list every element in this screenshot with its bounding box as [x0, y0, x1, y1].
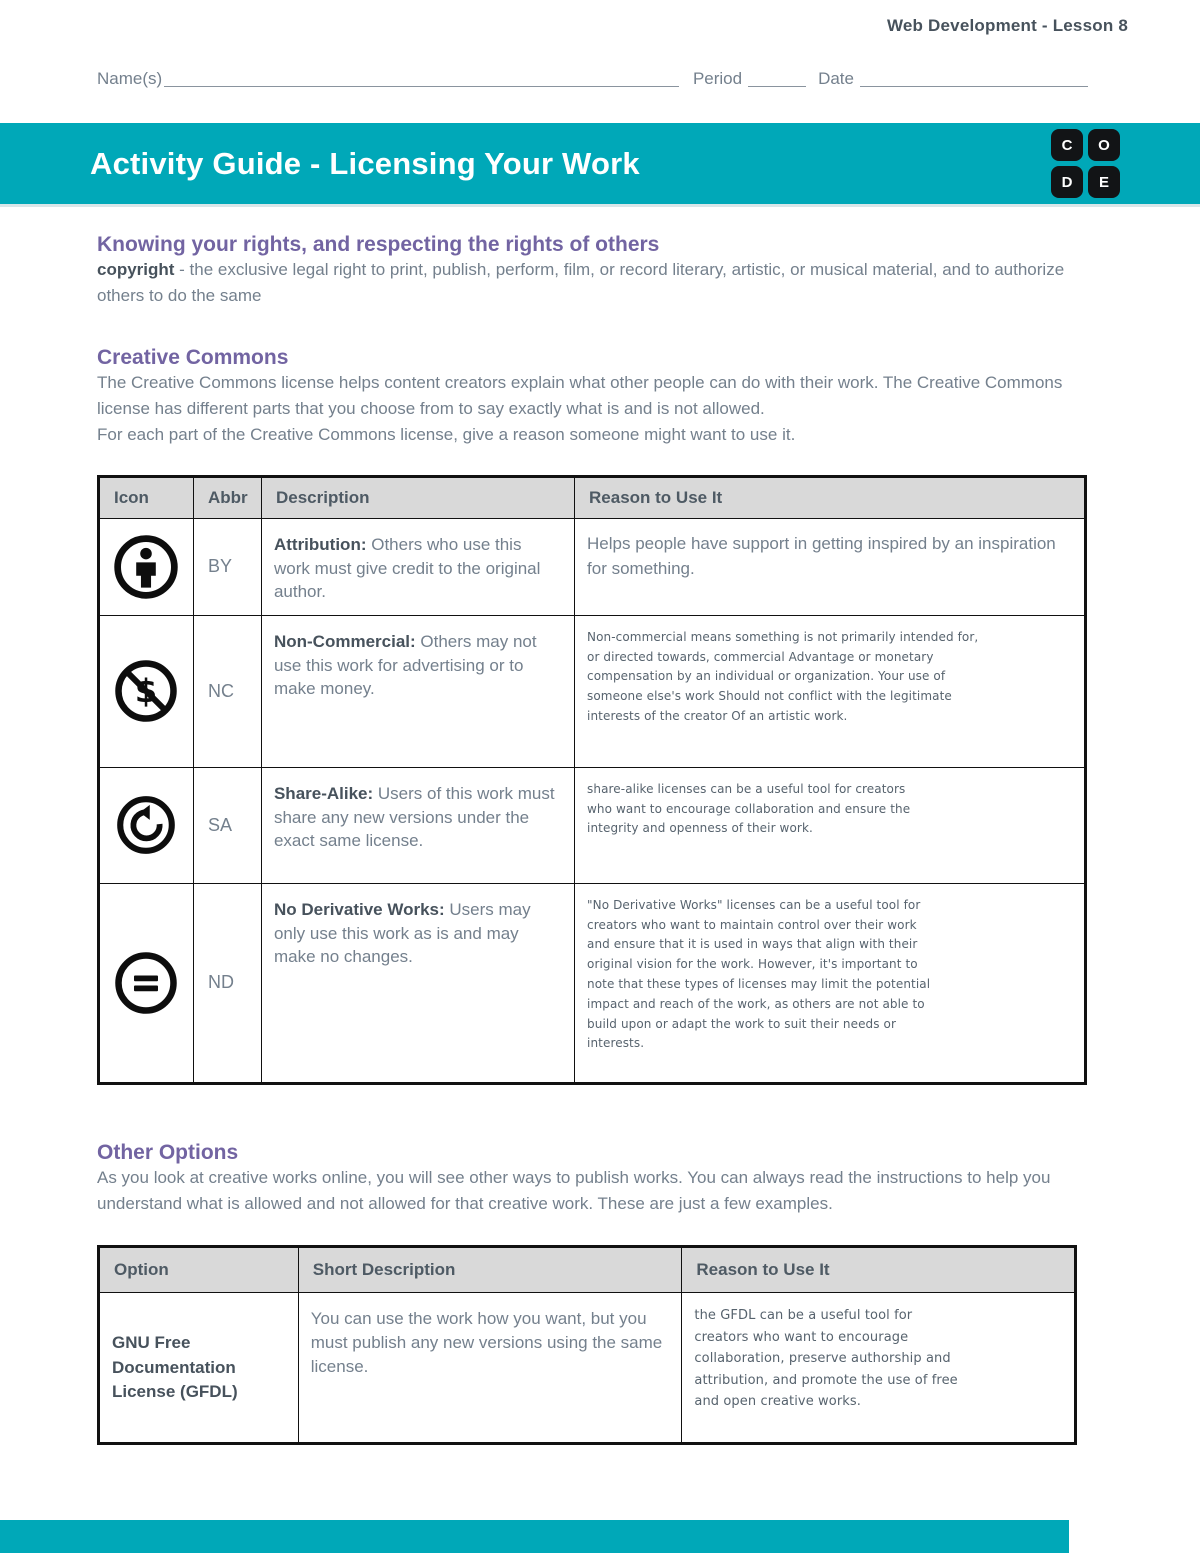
creative-commons-body: The Creative Commons license helps conte… [97, 372, 1063, 419]
logo-letter-e: E [1088, 166, 1120, 198]
description-text: Users of this work must share any new ve… [273, 783, 555, 851]
other-header-short-description: Short Description [297, 1246, 683, 1294]
title-banner: Activity Guide - Licensing Your Work C O… [0, 123, 1200, 207]
cc-noncommercial-icon-cell: $ [98, 614, 194, 768]
cc-sharealike-icon [117, 796, 176, 855]
period-label: Period [692, 69, 743, 88]
bottom-teal-bar [0, 1520, 1069, 1553]
logo-letter-c: C [1051, 129, 1083, 161]
gfdl-reason: the GFDL can be a useful tool for creato… [681, 1292, 1076, 1445]
copyright-definition-text: - the exclusive legal right to print, pu… [97, 260, 1065, 306]
abbr-sa: SA [192, 766, 262, 884]
cc-header-description: Description [260, 475, 576, 519]
cc-attribution-icon [114, 535, 179, 599]
description-lead: Non-Commercial: [273, 631, 416, 651]
page-title: Activity Guide - Licensing Your Work [90, 145, 640, 181]
table-row-attribution: BY Attribution: Others who use this work… [98, 517, 1086, 616]
cc-table-header-row: Icon Abbr Description Reason to Use It [98, 475, 1086, 519]
lesson-label: Web Development - Lesson 8 [886, 16, 1128, 35]
description-lead: Share-Alike: [273, 783, 374, 803]
option-gfdl: GNU Free Documentation License (GFDL) [98, 1292, 299, 1445]
cc-sharealike-icon-cell [98, 766, 194, 884]
cc-header-reason: Reason to Use It [574, 475, 1086, 519]
abbr-by: BY [192, 517, 262, 616]
section-heading-rights: Knowing your rights, and respecting the … [97, 233, 660, 256]
table-row-sharealike: SA Share-Alike: Users of this work must … [98, 766, 1086, 884]
cc-noderivatives-icon [115, 951, 178, 1014]
cc-header-icon: Icon [98, 475, 194, 519]
date-label: Date [818, 69, 854, 88]
name-label: Name(s) [97, 69, 163, 88]
name-period-date-row: Name(s) Period Date [0, 66, 1200, 91]
cc-license-table: Icon Abbr Description Reason to Use It B… [97, 474, 1087, 1085]
reason-text: "No Derivative Works" licenses can be a … [587, 897, 931, 1051]
description-noncommercial: Non-Commercial: Others may not use this … [260, 614, 576, 768]
abbr-nd: ND [192, 882, 262, 1084]
other-header-option: Option [98, 1246, 299, 1294]
cc-header-abbr: Abbr [192, 475, 262, 519]
cc-noncommercial-icon: $ [115, 660, 178, 722]
description-lead: No Derivative Works: [273, 899, 445, 919]
abbr-nc: NC [192, 614, 262, 768]
description-attribution: Attribution: Others who use this work mu… [260, 517, 576, 616]
document-header: Web Development - Lesson 8 [0, 0, 1200, 36]
name-blank-line [164, 66, 679, 87]
gfdl-short-description: You can use the work how you want, but y… [297, 1292, 683, 1445]
document-body: Knowing your rights, and respecting the … [0, 207, 1200, 1446]
table-row-noderivatives: ND No Derivative Works: Users may only u… [98, 882, 1086, 1084]
reason-text: the GFDL can be a useful tool for creato… [694, 1308, 958, 1410]
description-text: Users may only use this work as is and m… [273, 899, 531, 967]
cc-attribution-icon-cell [98, 517, 194, 616]
copyright-term: copyright [97, 260, 175, 279]
other-table-header-row: Option Short Description Reason to Use I… [98, 1246, 1076, 1294]
other-options-body: As you look at creative works online, yo… [97, 1167, 1051, 1214]
table-row-gfdl: GNU Free Documentation License (GFDL) Yo… [98, 1292, 1076, 1445]
code-org-logo: C O D E [1051, 129, 1120, 198]
reason-text: Non-commercial means something is not pr… [587, 629, 979, 723]
copyright-definition: copyright - the exclusive legal right to… [97, 257, 1085, 310]
reason-noderivatives: "No Derivative Works" licenses can be a … [574, 882, 1086, 1084]
section-heading-other-options: Other Options [97, 1140, 239, 1164]
reason-text: share-alike licenses can be a useful too… [587, 781, 911, 836]
reason-attribution: Helps people have support in getting ins… [574, 517, 1086, 616]
reason-noncommercial: Non-commercial means something is not pr… [574, 614, 1086, 768]
reason-text: Helps people have support in getting ins… [587, 533, 1056, 579]
cc-noderivatives-icon-cell [98, 882, 194, 1084]
description-lead: Attribution: [273, 534, 367, 554]
logo-letter-o: O [1088, 129, 1120, 161]
logo-letter-d: D [1051, 166, 1083, 198]
reason-sharealike: share-alike licenses can be a useful too… [574, 766, 1086, 884]
table-row-noncommercial: $ NC Non-Commercial: Others may not use … [98, 614, 1086, 768]
description-sharealike: Share-Alike: Users of this work must sha… [260, 766, 576, 884]
period-blank-line [748, 66, 807, 87]
description-text: Others may not use this work for adverti… [273, 631, 537, 699]
section-heading-creative-commons: Creative Commons [97, 345, 289, 369]
date-blank-line [860, 66, 1088, 87]
other-header-reason: Reason to Use It [681, 1246, 1076, 1294]
description-noderivatives: No Derivative Works: Users may only use … [260, 882, 576, 1084]
other-options-table: Option Short Description Reason to Use I… [97, 1245, 1077, 1446]
creative-commons-prompt: For each part of the Creative Commons li… [97, 425, 796, 445]
description-text: Others who use this work must give credi… [273, 534, 541, 602]
